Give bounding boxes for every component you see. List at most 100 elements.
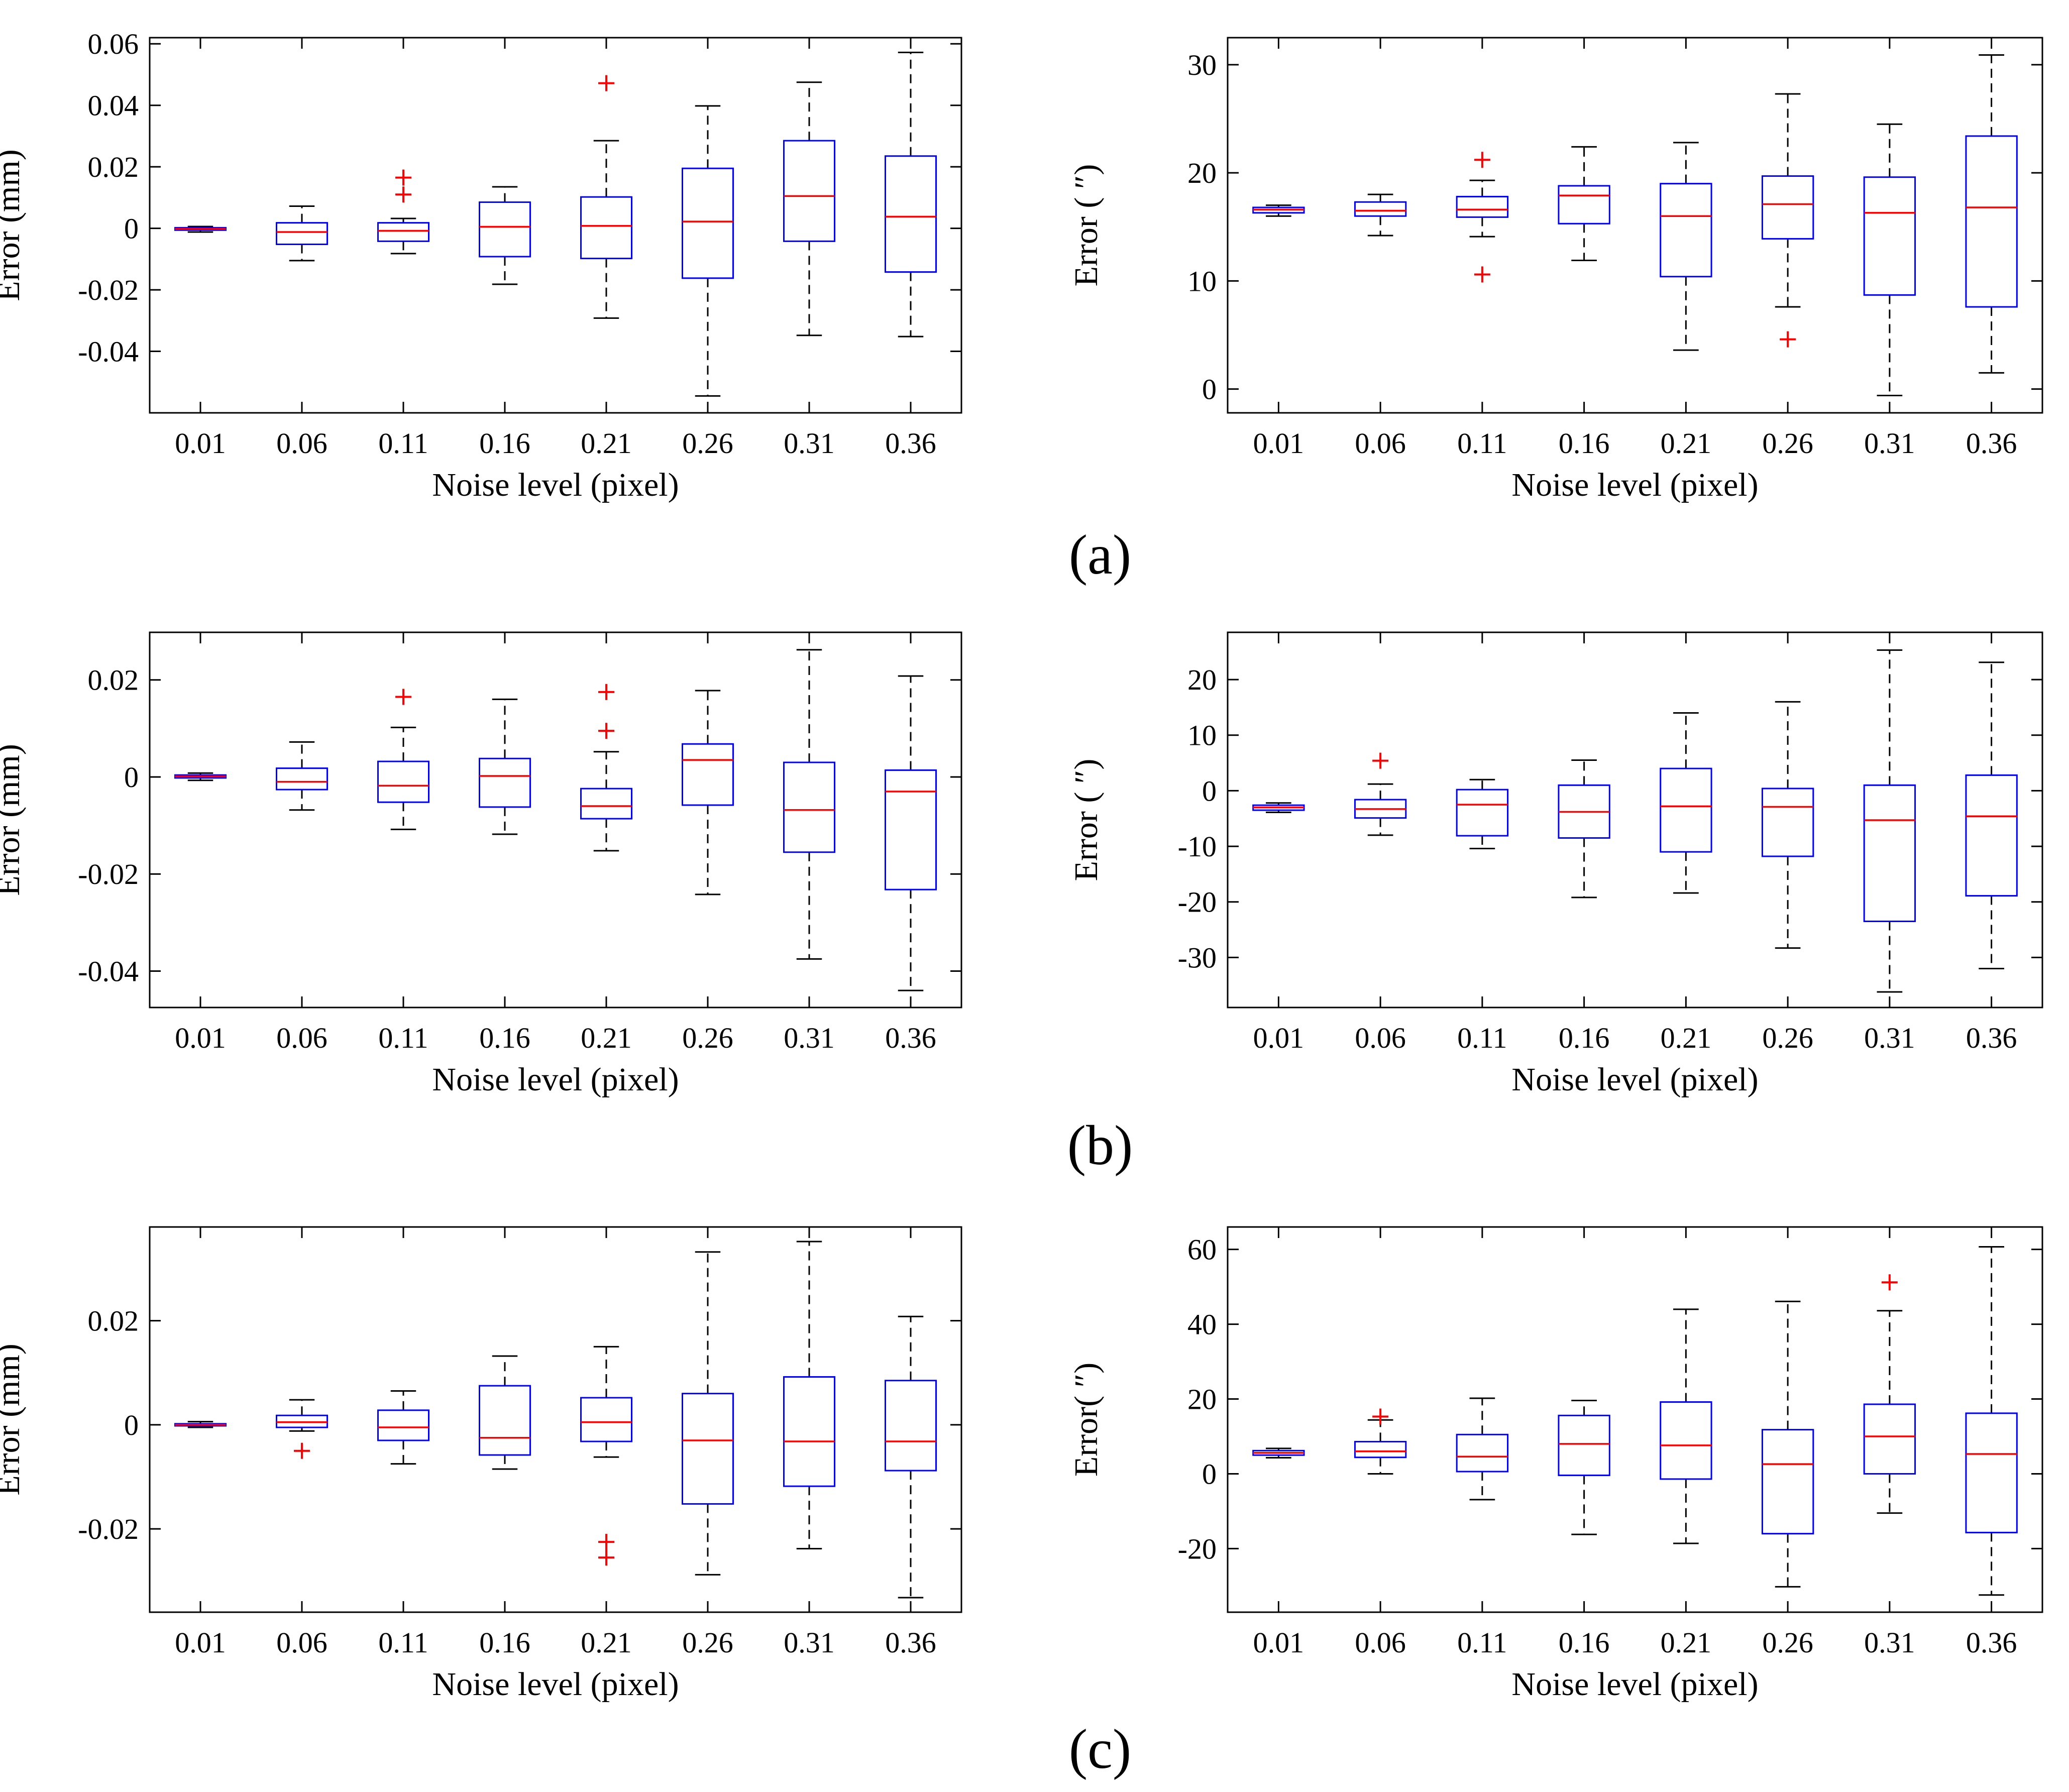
y-tick-label: -0.04 xyxy=(78,335,139,368)
box-0.16 xyxy=(479,186,531,285)
box-0.16 xyxy=(479,698,531,835)
y-tick-label: 20 xyxy=(1187,157,1217,189)
y-tick-label: 0 xyxy=(1202,774,1217,807)
y-tick-label: 0.02 xyxy=(88,151,139,183)
iqr-box xyxy=(479,201,531,258)
iqr-box xyxy=(682,1393,734,1505)
x-tick-label: 0.21 xyxy=(581,427,632,460)
box-0.36 xyxy=(885,675,937,991)
iqr-box xyxy=(783,761,835,853)
x-tick-label: 0.11 xyxy=(1457,1626,1507,1659)
box-0.06 xyxy=(1354,752,1407,836)
box-0.11 xyxy=(1456,778,1509,849)
chart-2: -0.04 -0.02 0 0.02 0.01 0.06 0.11 0.16 0.21 0.26 0… xyxy=(0,631,962,1098)
iqr-box xyxy=(377,1409,429,1441)
chart-3: -30 -20 -10 0 10 20 0.01 0.06 0.11 0.16 0.21 0.26 0.… xyxy=(1068,631,2043,1098)
x-tick-label: 0.31 xyxy=(784,1022,835,1054)
y-tick-label: 0.02 xyxy=(88,664,139,697)
x-tick-label: 0.06 xyxy=(276,1626,328,1659)
y-tick-label: 20 xyxy=(1187,663,1217,696)
iqr-box xyxy=(377,222,429,242)
x-tick-label: 0.36 xyxy=(885,1626,936,1659)
x-tick-label: 0.11 xyxy=(378,1626,428,1659)
x-tick-label: 0.26 xyxy=(682,427,733,460)
x-tick-label: 0.21 xyxy=(1661,1626,1712,1659)
box-0.16 xyxy=(1558,146,1610,261)
x-tick-label: 0.01 xyxy=(1253,1626,1304,1659)
figure-label-a: (a) xyxy=(1069,524,1131,586)
outlier-marker xyxy=(598,1549,614,1566)
charts-layer: -0.04 -0.02 0 0.02 0.04 0.06 0.01 0.06 0.11 0.16 0… xyxy=(0,28,2043,1703)
iqr-box xyxy=(1354,1440,1407,1459)
box-0.36 xyxy=(1965,1246,2018,1596)
x-tick-label: 0.11 xyxy=(1457,1022,1507,1054)
x-tick-label: 0.06 xyxy=(276,1022,328,1054)
box-0.21 xyxy=(1660,712,1712,894)
box-0.31 xyxy=(1863,1274,1916,1514)
iqr-box xyxy=(1558,1414,1610,1476)
iqr-box xyxy=(1761,175,1814,240)
box-0.11 xyxy=(377,1390,429,1465)
box-0.01 xyxy=(1252,802,1305,814)
box-0.31 xyxy=(1863,123,1916,397)
x-tick-label: 0.31 xyxy=(784,1626,835,1659)
y-tick-label: 60 xyxy=(1187,1234,1217,1266)
iqr-box xyxy=(1863,1403,1916,1475)
y-axis-label: Error( ″) xyxy=(1068,1363,1105,1477)
x-tick-label: 0.01 xyxy=(1253,1022,1304,1054)
box-0.11 xyxy=(1456,1397,1509,1501)
box-0.11 xyxy=(1456,152,1509,283)
chart-1: 0 10 20 30 0.01 0.06 0.11 0.16 0.21 0.26 0.31 0.36 N… xyxy=(1068,37,2043,503)
y-tick-label: -20 xyxy=(1178,1532,1217,1565)
box-0.11 xyxy=(377,689,429,830)
x-tick-label: 0.36 xyxy=(885,427,936,460)
outlier-marker xyxy=(1372,752,1389,769)
x-axis-label: Noise level (pixel) xyxy=(1511,467,1758,503)
outlier-marker xyxy=(598,684,614,700)
box-0.26 xyxy=(682,690,734,895)
box-0.16 xyxy=(479,1355,531,1470)
plot-frame xyxy=(1227,1226,2043,1613)
chart-0: -0.04 -0.02 0 0.02 0.04 0.06 0.01 0.06 0.11 0.16 0… xyxy=(0,28,962,503)
y-axis-label: Error ( ″) xyxy=(1068,164,1105,287)
iqr-box xyxy=(580,788,632,820)
plot-frame xyxy=(149,1226,962,1613)
box-0.01 xyxy=(174,772,227,781)
x-tick-label: 0.11 xyxy=(1457,427,1507,460)
y-tick-label: -0.02 xyxy=(78,274,139,306)
y-tick-label: 0.04 xyxy=(88,89,139,122)
x-tick-label: 0.16 xyxy=(1559,1022,1610,1054)
plot-frame xyxy=(1227,37,2043,414)
iqr-box xyxy=(682,743,734,806)
outlier-marker xyxy=(395,689,411,705)
iqr-box xyxy=(885,155,937,273)
box-0.36 xyxy=(1965,54,2018,374)
x-axis-label: Noise level (pixel) xyxy=(1511,1061,1758,1098)
box-0.31 xyxy=(783,649,835,960)
iqr-box xyxy=(1761,788,1814,857)
iqr-box xyxy=(1660,183,1712,278)
y-axis-label: Error (mm) xyxy=(0,744,27,895)
iqr-box xyxy=(580,196,632,260)
outlier-marker xyxy=(1881,1274,1898,1291)
box-0.26 xyxy=(1761,701,1814,949)
x-tick-label: 0.21 xyxy=(1661,1022,1712,1054)
box-0.36 xyxy=(1965,661,2018,970)
box-0.06 xyxy=(276,1399,328,1459)
outlier-marker xyxy=(1372,1408,1389,1425)
box-0.01 xyxy=(174,226,227,233)
x-tick-label: 0.06 xyxy=(1355,427,1406,460)
box-0.26 xyxy=(1761,1300,1814,1588)
box-0.06 xyxy=(1354,1408,1407,1475)
iqr-box xyxy=(682,167,734,279)
outlier-marker xyxy=(598,723,614,739)
iqr-box xyxy=(885,1380,937,1472)
x-tick-label: 0.36 xyxy=(1966,1022,2017,1054)
y-tick-label: -30 xyxy=(1178,941,1217,974)
box-0.16 xyxy=(1558,1400,1610,1535)
x-tick-label: 0.26 xyxy=(1762,1626,1813,1659)
y-tick-label: 20 xyxy=(1187,1383,1217,1416)
y-tick-label: -20 xyxy=(1178,886,1217,919)
box-0.01 xyxy=(174,1421,227,1428)
x-tick-label: 0.26 xyxy=(682,1626,733,1659)
